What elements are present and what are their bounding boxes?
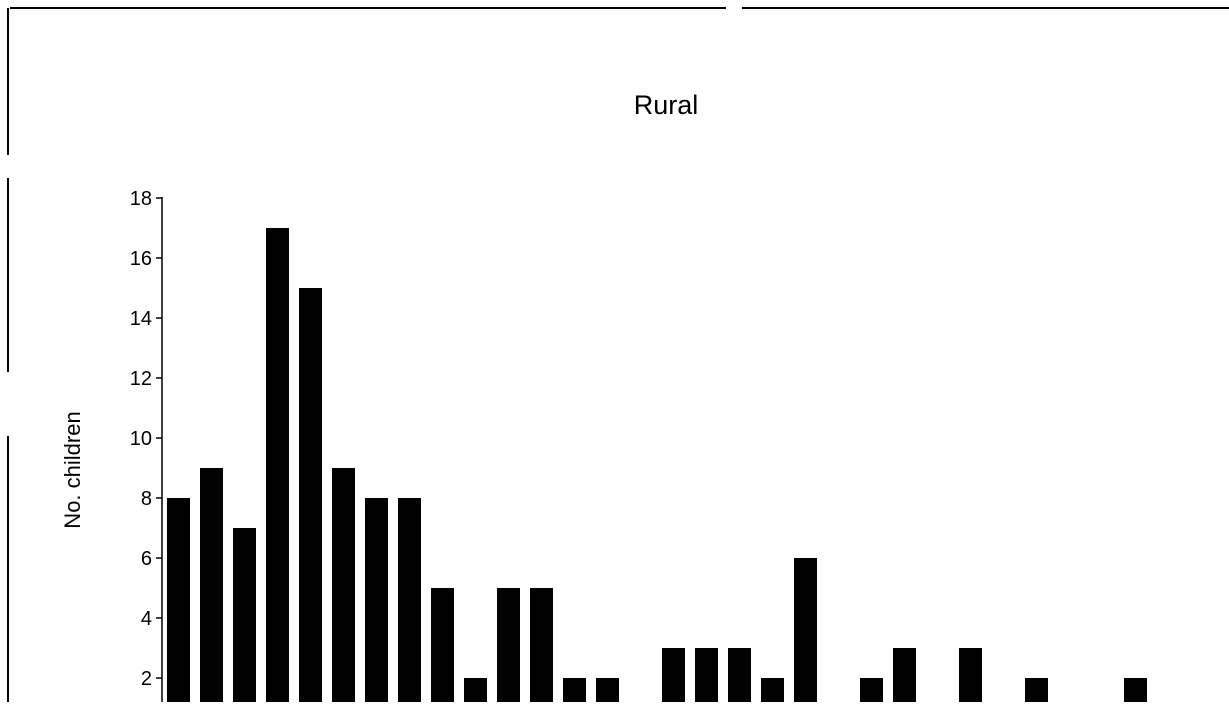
y-tick-label: 16 bbox=[130, 248, 152, 270]
bar bbox=[431, 588, 454, 704]
bar bbox=[794, 558, 817, 704]
bar bbox=[1025, 678, 1048, 704]
bars bbox=[167, 228, 1147, 704]
bar bbox=[530, 588, 553, 704]
bar bbox=[860, 678, 883, 704]
y-tick-label: 10 bbox=[130, 428, 152, 450]
bar bbox=[1124, 678, 1147, 704]
bar bbox=[497, 588, 520, 704]
bar bbox=[365, 498, 388, 704]
bar bbox=[167, 498, 190, 704]
y-tick-label: 2 bbox=[141, 668, 152, 690]
bar bbox=[299, 288, 322, 704]
page-frame bbox=[7, 7, 1229, 702]
bar bbox=[266, 228, 289, 704]
y-tick-label: 12 bbox=[130, 368, 152, 390]
y-axis-label: No. children bbox=[60, 411, 85, 528]
bar bbox=[728, 648, 751, 704]
y-axis-ticks: 2 4 6 8 10 12 14 16 18 bbox=[130, 188, 162, 690]
bar bbox=[200, 468, 223, 704]
bar bbox=[959, 648, 982, 704]
y-tick-label: 8 bbox=[141, 488, 152, 510]
bar bbox=[464, 678, 487, 704]
bar bbox=[398, 498, 421, 704]
y-tick-label: 6 bbox=[141, 548, 152, 570]
bar bbox=[893, 648, 916, 704]
bar bbox=[596, 678, 619, 704]
y-tick-label: 18 bbox=[130, 188, 152, 210]
bar bbox=[761, 678, 784, 704]
bar bbox=[332, 468, 355, 704]
y-tick-label: 4 bbox=[141, 608, 152, 630]
bar bbox=[695, 648, 718, 704]
bar bbox=[563, 678, 586, 704]
chart-title: Rural bbox=[634, 90, 699, 120]
bar bbox=[662, 648, 685, 704]
bar bbox=[233, 528, 256, 704]
y-tick-label: 14 bbox=[130, 308, 152, 330]
